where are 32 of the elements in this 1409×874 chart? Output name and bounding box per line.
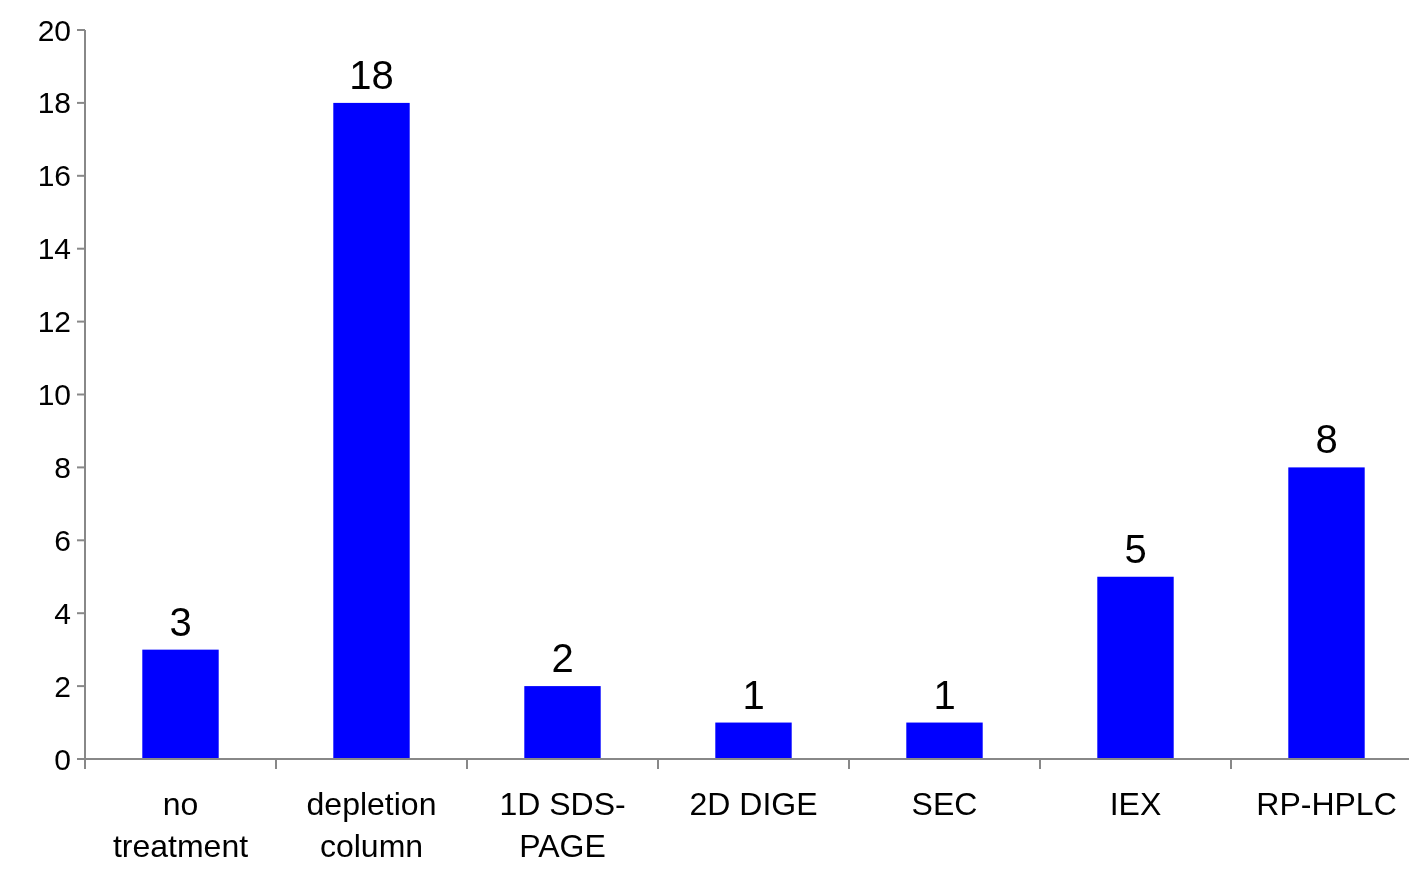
y-tick-label: 2 [54, 669, 71, 703]
data-label: 18 [349, 52, 394, 97]
y-tick-label: 10 [37, 378, 71, 411]
data-label: 1 [742, 672, 765, 717]
bar [524, 686, 601, 759]
data-label: 3 [169, 599, 192, 644]
y-tick-label: 4 [54, 596, 71, 630]
data-label: 8 [1315, 417, 1338, 462]
x-tick-label: RP-HPLC [1256, 786, 1397, 822]
bar [333, 102, 410, 759]
y-tick-label: 14 [37, 232, 71, 266]
y-tick-label: 6 [54, 523, 71, 557]
x-tick-label: SEC [911, 786, 978, 822]
y-tick-label: 18 [37, 86, 71, 120]
bar [906, 722, 983, 759]
data-label: 5 [1124, 526, 1147, 571]
y-tick-label: 20 [37, 13, 71, 47]
x-tick-label: IEX [1109, 786, 1162, 822]
x-tick-label: no treatment [112, 786, 249, 864]
y-tick-label: 16 [37, 159, 71, 193]
bar [1288, 467, 1365, 759]
x-tick-label: 2D DIGE [689, 786, 818, 822]
data-label: 2 [551, 636, 574, 681]
bar [715, 722, 792, 759]
y-tick-label: 0 [54, 742, 71, 776]
bar [1097, 576, 1174, 759]
x-tick-label: 1D SDS-PAGE [499, 786, 626, 864]
data-label: 1 [933, 672, 956, 717]
y-tick-label: 12 [37, 305, 71, 339]
bar [142, 649, 219, 759]
y-tick-label: 8 [54, 450, 71, 484]
x-tick-label: depletion column [306, 786, 437, 864]
